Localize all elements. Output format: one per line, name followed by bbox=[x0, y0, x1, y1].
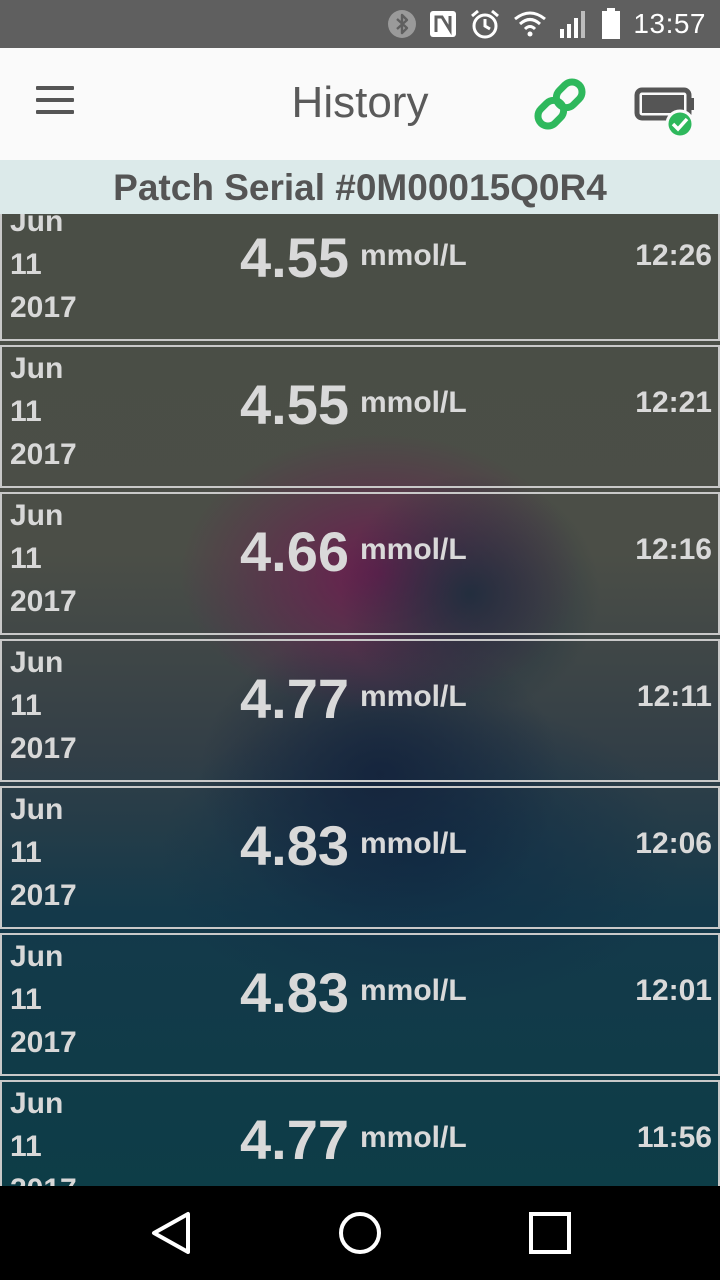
app-bar: History bbox=[0, 48, 720, 160]
reading-year: 2017 bbox=[10, 438, 77, 471]
history-row[interactable]: Jun 11 2017 4.77 mmol/L 12:11 bbox=[0, 639, 720, 782]
reading-day: 11 bbox=[10, 542, 42, 575]
reading-time: 12:26 bbox=[635, 239, 712, 272]
reading-year: 2017 bbox=[10, 1168, 130, 1186]
reading-unit: mmol/L bbox=[360, 974, 467, 1007]
reading-date: Jun 11 2017 bbox=[10, 1082, 130, 1186]
reading-date: Jun 11 2017 bbox=[10, 935, 130, 1064]
reading-time: 12:16 bbox=[635, 533, 712, 566]
reading-unit: mmol/L bbox=[360, 680, 467, 713]
reading-month: Jun bbox=[10, 793, 64, 826]
navigation-bar bbox=[0, 1186, 720, 1280]
reading-time: 12:06 bbox=[635, 827, 712, 860]
reading-value: 4.83 bbox=[240, 961, 349, 1024]
reading-date: Jun 11 2017 bbox=[10, 641, 130, 770]
reading-value: 4.83 bbox=[240, 814, 349, 877]
reading-day: 11 bbox=[10, 836, 42, 869]
nfc-icon bbox=[429, 9, 457, 39]
reading-time: 11:56 bbox=[636, 1121, 712, 1154]
reading-year: 2017 bbox=[10, 585, 77, 618]
reading-value: 4.55 bbox=[240, 226, 349, 289]
reading-month: Jun bbox=[10, 499, 64, 532]
reading-day: 11 bbox=[10, 689, 42, 722]
history-list[interactable]: Jun 11 2017 4.55 mmol/L 12:26 Jun 11 201… bbox=[0, 214, 720, 1186]
reading-month: Jun bbox=[10, 352, 64, 385]
battery-icon bbox=[601, 8, 621, 39]
reading-unit: mmol/L bbox=[360, 827, 467, 860]
reading-value: 4.77 bbox=[240, 1108, 349, 1171]
device-connected-icon[interactable] bbox=[634, 84, 698, 140]
history-row[interactable]: Jun 11 2017 4.55 mmol/L 12:26 bbox=[0, 214, 720, 341]
reading-time: 12:21 bbox=[635, 386, 712, 419]
signal-icon bbox=[559, 9, 589, 39]
history-row[interactable]: Jun 11 2017 4.83 mmol/L 12:01 bbox=[0, 933, 720, 1076]
reading-day: 11 bbox=[10, 248, 42, 281]
reading-month: Jun bbox=[10, 940, 64, 973]
history-row[interactable]: Jun 11 2017 4.55 mmol/L 12:21 bbox=[0, 345, 720, 488]
reading-unit: mmol/L bbox=[360, 239, 467, 272]
reading-unit: mmol/L bbox=[360, 533, 467, 566]
alarm-icon bbox=[469, 9, 501, 39]
reading-month: Jun bbox=[10, 646, 64, 679]
history-row[interactable]: Jun 11 2017 4.83 mmol/L 12:06 bbox=[0, 786, 720, 929]
recents-icon[interactable] bbox=[520, 1206, 580, 1260]
bluetooth-icon bbox=[387, 9, 417, 39]
reading-date: Jun 11 2017 bbox=[10, 494, 130, 623]
home-icon[interactable] bbox=[330, 1206, 390, 1260]
reading-unit: mmol/L bbox=[360, 386, 467, 419]
reading-date: Jun 11 2017 bbox=[10, 347, 130, 476]
reading-time: 12:11 bbox=[636, 680, 712, 713]
reading-month: Jun bbox=[10, 1087, 64, 1120]
reading-value: 4.66 bbox=[240, 520, 349, 583]
reading-day: 11 bbox=[10, 1130, 42, 1163]
reading-year: 2017 bbox=[10, 1026, 77, 1059]
reading-year: 2017 bbox=[10, 291, 77, 324]
reading-date: Jun 11 2017 bbox=[10, 214, 130, 329]
reading-day: 11 bbox=[10, 395, 42, 428]
status-bar: 13:57 bbox=[0, 0, 720, 48]
hamburger-menu-icon[interactable] bbox=[36, 86, 76, 120]
page-title: History bbox=[291, 78, 429, 127]
reading-time: 12:01 bbox=[635, 974, 712, 1007]
link-icon[interactable] bbox=[530, 76, 590, 132]
reading-unit: mmol/L bbox=[360, 1121, 467, 1154]
reading-year: 2017 bbox=[10, 732, 77, 765]
history-row[interactable]: Jun 11 2017 4.66 mmol/L 12:16 bbox=[0, 492, 720, 635]
history-row[interactable]: Jun 11 2017 4.77 mmol/L 11:56 bbox=[0, 1080, 720, 1186]
reading-date: Jun 11 2017 bbox=[10, 788, 130, 917]
reading-value: 4.77 bbox=[240, 667, 349, 730]
status-time: 13:57 bbox=[633, 8, 706, 39]
back-icon[interactable] bbox=[142, 1206, 202, 1260]
reading-year: 2017 bbox=[10, 879, 77, 912]
wifi-icon bbox=[513, 9, 547, 39]
reading-value: 4.55 bbox=[240, 373, 349, 436]
reading-day: 11 bbox=[10, 983, 42, 1016]
reading-month: Jun bbox=[10, 214, 64, 238]
patch-serial-header: Patch Serial #0M00015Q0R4 bbox=[0, 160, 720, 214]
